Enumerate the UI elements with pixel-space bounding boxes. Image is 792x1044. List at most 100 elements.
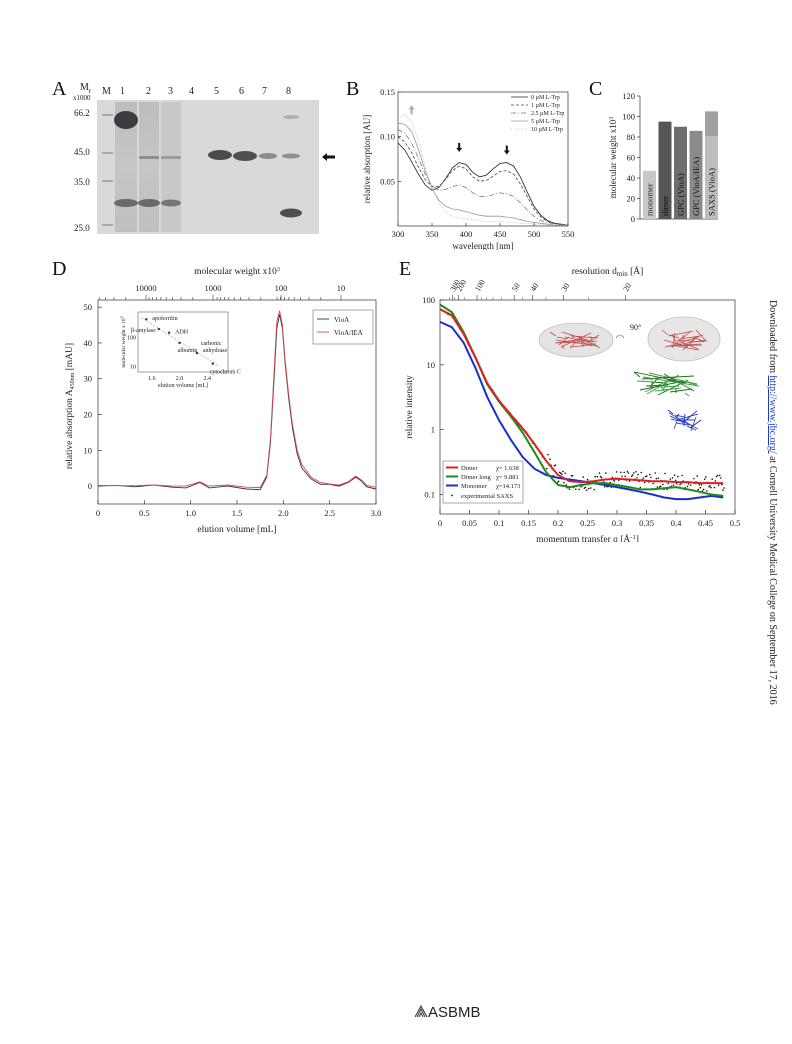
chart-e-top-tick-label: 40 (529, 282, 541, 293)
chart-e-experimental-point (635, 471, 637, 473)
chart-d-top-tick-label: 1000 (205, 283, 222, 293)
chart-e-experimental-point (714, 480, 717, 482)
chart-e-top-tick-label: 100 (473, 278, 487, 293)
chart-e-experimental-point (562, 470, 564, 473)
chart-b-y-tick-label: 0.15 (380, 87, 395, 97)
chart-e-experimental-point (598, 472, 601, 474)
chart-e-experimental-point (621, 475, 623, 478)
dimer-ribbon (569, 341, 577, 349)
chart-e-experimental-point (676, 483, 678, 485)
chart-e-x-tick-label: 0.5 (730, 518, 741, 528)
chart-e-experimental-point (657, 477, 660, 480)
chart-e-experimental-point (568, 488, 571, 490)
chart-e-experimental-point (615, 471, 618, 473)
chart-b-x-tick-label: 450 (494, 229, 507, 239)
chart-e-experimental-point (604, 485, 606, 488)
dimer-long-ribbon (636, 380, 656, 383)
rotation-arrow-icon (615, 334, 625, 339)
chart-e-experimental-point (655, 477, 658, 480)
chart-e-experimental-point (687, 483, 690, 485)
chart-e-experimental-point (709, 484, 711, 487)
chart-e-experimental-point (693, 477, 695, 480)
chart-d-y-tick-label: 30 (84, 374, 93, 384)
dimer-ribbon (561, 331, 595, 343)
monomer-ribbon (674, 414, 685, 418)
chart-b-absorption: 300 350 400 450 500 550 0.05 0.10 0.15 wavelength… (362, 87, 575, 250)
chart-e-experimental-point (698, 483, 701, 486)
chart-e-top-tick-label: 20 (621, 282, 633, 293)
chart-e-x-tick-label: 0.2 (553, 518, 564, 528)
gel-lane-label: 6 (239, 86, 244, 97)
chart-e-experimental-point (659, 485, 662, 488)
chart-c-bar-label: monomer (645, 183, 655, 216)
asbmb-logo-icon (414, 1004, 428, 1018)
download-note-link[interactable]: http://www.jbc.org/ (767, 375, 778, 454)
chart-e-series-line (439, 308, 724, 485)
chart-e-experimental-point (626, 470, 629, 473)
chart-c-y-tick-label: 120 (622, 91, 635, 101)
rotated-ribbon (679, 335, 701, 340)
mr-label-sub: r (88, 87, 92, 95)
gel-lane-label: 3 (168, 86, 173, 97)
chart-e-experimental-point (654, 472, 657, 474)
chart-e-experimental-point (580, 485, 582, 488)
chart-b-legend-label: 0 µM L-Trp (531, 95, 560, 101)
chart-e-experimental-point (672, 484, 675, 486)
panel-letter-b: B (346, 78, 360, 100)
chart-b-x-tick-label: 550 (562, 229, 575, 239)
chart-b-series-line (397, 142, 569, 226)
chart-d-inset-y-tick-label: 100 (127, 336, 136, 342)
chart-d-inset-y-tick-label: 10 (130, 364, 136, 370)
monomer-ribbon (669, 415, 694, 427)
chart-d-inset-point-label: carbonic (201, 341, 222, 347)
chart-e-experimental-point (628, 480, 631, 482)
chart-e-experimental-point (649, 473, 651, 476)
rotated-envelope-shape (647, 316, 721, 362)
dimer-ribbon (555, 339, 599, 347)
chart-e-experimental-point (700, 484, 703, 486)
chart-e-experimental-point (673, 474, 676, 476)
chart-e-experimental-point (564, 472, 566, 474)
download-note-prefix: Downloaded from (767, 300, 778, 376)
chart-d-inset-point-label: albumin (178, 348, 198, 354)
chart-e-experimental-point (620, 471, 622, 474)
chart-d-y-axis-label-sub: 450nm (70, 372, 76, 389)
chart-b-down-arrow-icon (503, 145, 510, 155)
rotated-ribbon (671, 331, 691, 348)
dimer-ribbon (556, 336, 568, 340)
chart-e-experimental-point (557, 480, 560, 482)
chart-e-experimental-point (633, 472, 635, 474)
chart-d-inset-x-tick-label: 2.0 (176, 376, 184, 382)
chart-e-experimental-point (697, 488, 699, 491)
rotated-ribbon (663, 339, 689, 348)
chart-d-inset-point (157, 328, 160, 331)
chart-b-series-line (397, 129, 568, 226)
band-arrow-icon (322, 149, 336, 167)
chart-e-x-tick-label: 0.05 (462, 518, 477, 528)
rotated-ribbon (661, 329, 669, 336)
chart-d-x-tick-label: 0.5 (139, 508, 150, 518)
rotated-ribbon (675, 339, 691, 342)
chart-d-top-tick-label: 10 (337, 283, 346, 293)
chart-c-y-tick-label: 0 (631, 214, 635, 224)
dimer-long-ribbon (662, 382, 668, 391)
chart-e-experimental-point (546, 467, 548, 470)
monomer-ribbon (690, 416, 697, 432)
chart-d-y-tick-label: 10 (84, 445, 93, 455)
chart-d-y-axis-label-unit: [mAU] (65, 343, 75, 373)
dimer-long-ribbon (633, 371, 687, 384)
chart-c-y-tick-label: 80 (627, 132, 636, 142)
monomer-ribbon (683, 413, 686, 427)
chart-e-experimental-point (636, 477, 638, 479)
chart-d-inset-point-label: cytochrom C (210, 370, 241, 376)
chart-d-series-line (97, 310, 377, 488)
mr-label: Mr (80, 82, 91, 95)
chart-d-y-tick-label: 0 (88, 481, 92, 491)
dimer-ribbon (589, 335, 593, 341)
chart-e-experimental-point (656, 486, 659, 488)
dimer-long-ribbon (642, 376, 700, 387)
chart-b-x-tick-label: 400 (460, 229, 473, 239)
chart-c-molecular-weight: 0 20 40 60 80 100 120 molecular weight x103 mono… (608, 91, 718, 224)
chart-c-bar-label: GPC (VioA/IEA) (691, 157, 701, 216)
rotated-ribbon (688, 337, 696, 344)
